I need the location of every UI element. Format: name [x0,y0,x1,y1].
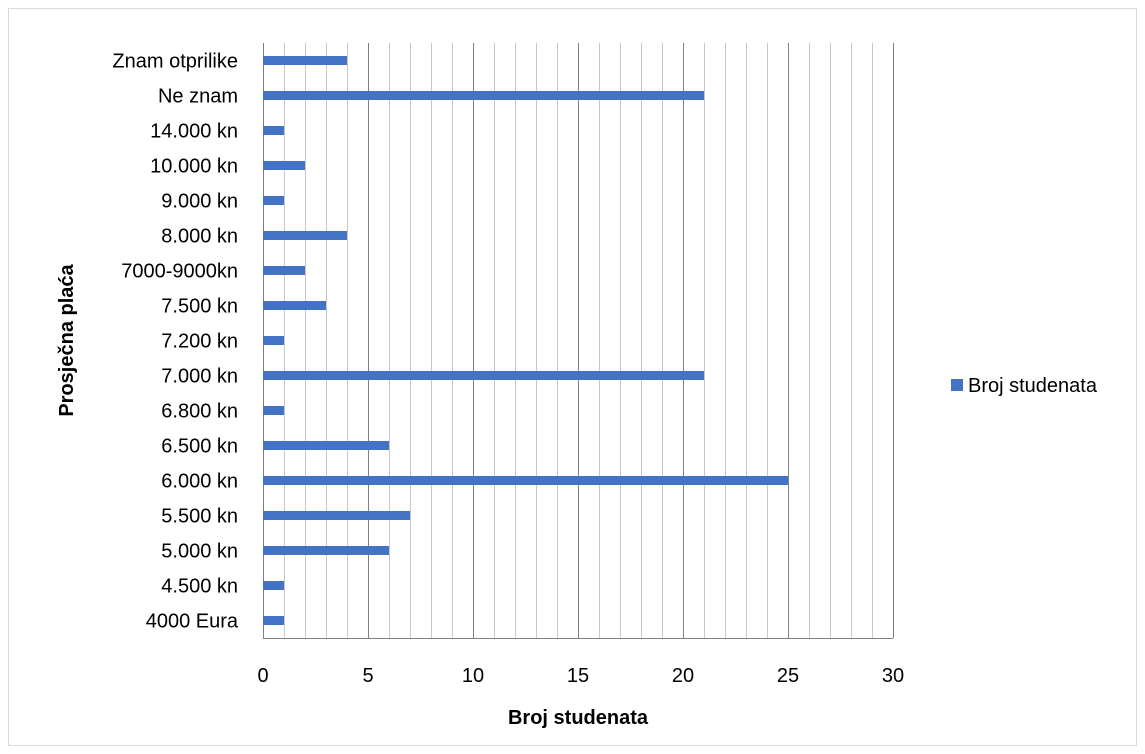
legend-swatch [951,379,963,391]
bar [263,336,284,345]
legend-label: Broj studenata [968,375,1098,397]
category-label: 7.500 kn [161,296,238,318]
category-label: 7.200 kn [161,331,238,353]
category-label: 4000 Eura [146,611,239,633]
bar [263,441,389,450]
x-axis-title: Broj studenata [508,707,649,729]
category-label: 6.800 kn [161,401,238,423]
bar [263,301,326,310]
category-label: 7.000 kn [161,366,238,388]
bar [263,196,284,205]
bar [263,231,347,240]
x-tick-label: 20 [672,665,694,687]
bar [263,581,284,590]
x-tick-label: 5 [362,665,373,687]
grid-lines [263,43,894,639]
category-label: 5.000 kn [161,541,238,563]
category-label: 10.000 kn [150,156,238,178]
x-tick-label: 0 [257,665,268,687]
category-label: 14.000 kn [150,121,238,143]
x-tick-label: 10 [462,665,484,687]
category-labels: 4000 Eura 4.500 kn 5.000 kn 5.500 kn 6.000 k… [112,51,238,633]
category-label: 6.500 kn [161,436,238,458]
x-tick-label: 15 [567,665,589,687]
category-label: Znam otprilike [112,51,238,73]
bar [263,546,389,555]
bar [263,266,305,275]
bar [263,56,347,65]
category-label: Ne znam [158,86,238,108]
category-label: 9.000 kn [161,191,238,213]
category-label: 4.500 kn [161,576,238,598]
category-label: 5.500 kn [161,506,238,528]
y-axis-title: Prosječna plaća [56,263,78,416]
bar [263,616,284,625]
bar [263,406,284,415]
bar [263,476,788,485]
legend: Broj studenata [951,375,1098,397]
category-label: 6.000 kn [161,471,238,493]
bar [263,91,704,100]
category-label: 8.000 kn [161,226,238,248]
bar [263,511,410,520]
x-tick-label: 30 [882,665,904,687]
bar [263,161,305,170]
x-tick-label: 25 [777,665,799,687]
x-tick-labels: 0 5 10 15 20 25 30 [257,665,904,687]
bar [263,371,704,380]
bars [263,56,788,625]
bar [263,126,284,135]
category-label: 7000-9000kn [121,261,238,283]
